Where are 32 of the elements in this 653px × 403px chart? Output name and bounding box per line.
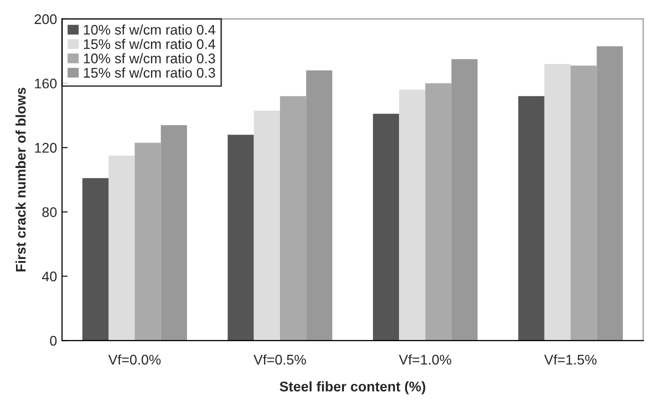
bar [228,134,254,341]
x-tick-label: Vf=1.5% [544,354,597,365]
bar [399,90,426,341]
x-tick-label: Vf=1.0% [398,354,452,365]
bar [518,96,544,341]
x-tick-label: Vf=0.0% [108,354,161,365]
bar [544,64,571,341]
bar [280,96,306,341]
y-axis-title: First crack number of blows [16,88,26,272]
bar [451,59,478,341]
bar [134,142,161,341]
bar [372,114,400,341]
x-axis-title: Steel fiber content (%) [280,381,426,394]
bar [596,46,623,341]
legend-label: 10% sf w/cm ratio 0.3 [84,53,216,64]
legend-label: 10% sf w/cm ratio 0.4 [84,24,216,35]
legend-label: 15% sf w/cm ratio 0.4 [84,38,216,50]
y-tick-label: 80 [42,207,57,218]
y-tick-label: 0 [50,336,57,346]
bar [254,110,280,341]
legend-label: 15% sf w/cm ratio 0.3 [84,68,216,78]
y-tick-label: 200 [34,14,57,24]
y-tick-label: 160 [35,78,57,88]
bar [425,83,452,341]
bar [108,156,135,341]
bar [82,178,109,341]
bar [160,125,187,341]
y-tick-label: 120 [35,142,57,153]
bar [570,66,597,341]
bar [306,70,332,341]
x-tick-label: Vf=0.5% [254,354,306,365]
y-tick-label: 40 [42,272,57,282]
